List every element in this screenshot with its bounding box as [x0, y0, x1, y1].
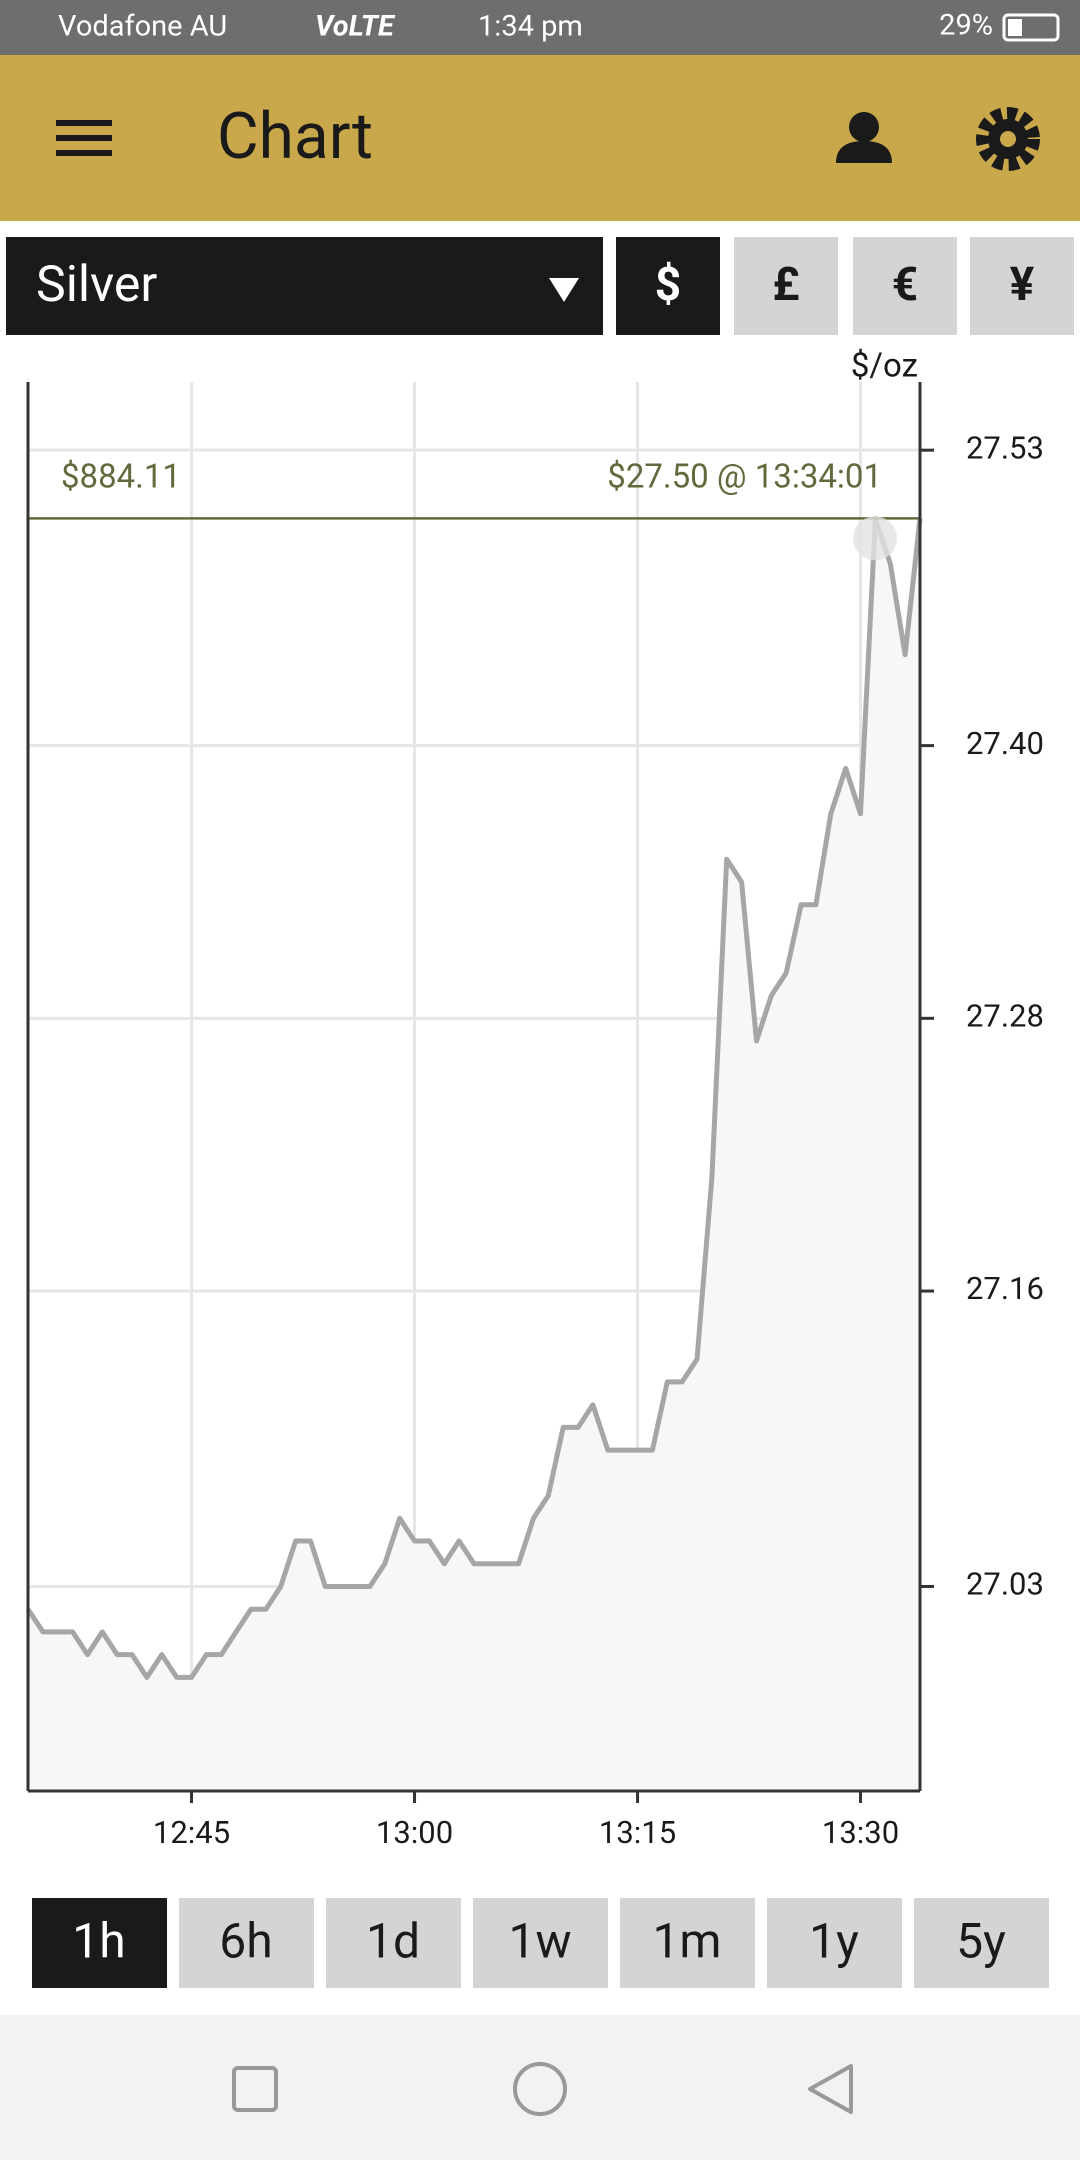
y-tick-label: 27.28 — [966, 998, 1044, 1035]
recent-apps-button[interactable] — [232, 2066, 278, 2112]
menu-button[interactable] — [56, 120, 112, 156]
nav-bar — [0, 2015, 1080, 2160]
settings-button[interactable] — [976, 107, 1040, 171]
range-label: 1w — [508, 1913, 571, 1970]
range-label: 1h — [72, 1913, 125, 1970]
home-button[interactable] — [513, 2062, 567, 2116]
x-tick-label: 13:15 — [599, 1814, 676, 1851]
clock: 1:34 pm — [478, 10, 583, 44]
currency-button[interactable] — [616, 237, 720, 335]
carrier: Vodafone AU — [58, 10, 227, 44]
y-tick-label: 27.53 — [966, 429, 1044, 466]
account-button[interactable] — [836, 112, 892, 163]
annotation: $27.50 @ 13:34:01 — [607, 458, 882, 497]
x-tick-label: 13:00 — [376, 1814, 453, 1851]
battery-icon — [1002, 13, 1060, 42]
annotation: $884.11 — [61, 458, 181, 497]
range-label: 1d — [366, 1913, 420, 1970]
x-tick-label: 12:45 — [153, 1814, 230, 1851]
metal-select-label: Silver — [36, 256, 157, 314]
dropdown-arrow — [549, 278, 579, 302]
range-button[interactable] — [914, 1898, 1049, 1988]
currency-button[interactable] — [853, 237, 957, 335]
currency-button[interactable] — [734, 237, 838, 335]
status-bar — [0, 0, 1080, 55]
currency-label: ¥ — [1010, 258, 1035, 312]
range-button[interactable] — [767, 1898, 902, 1988]
unit-label: $/oz — [851, 347, 918, 386]
range-label: 5y — [956, 1913, 1006, 1970]
y-tick-label: 27.16 — [966, 1270, 1044, 1307]
y-tick-label: 27.03 — [966, 1566, 1044, 1603]
back-button[interactable] — [808, 2064, 853, 2114]
app-title: Chart — [217, 99, 373, 174]
currency-button[interactable] — [970, 237, 1074, 335]
range-button[interactable] — [326, 1898, 461, 1988]
network: VoLTE — [315, 10, 396, 44]
app-bar — [0, 55, 1080, 221]
price-line — [25, 515, 923, 1680]
currency-label: € — [892, 258, 918, 312]
metal-select[interactable] — [6, 237, 603, 335]
range-button[interactable] — [473, 1898, 608, 1988]
range-label: 1y — [809, 1913, 859, 1970]
area — [28, 518, 920, 1791]
range-button[interactable] — [179, 1898, 314, 1988]
x-tick-label: 13:30 — [822, 1814, 899, 1851]
chart: $/oz 27.03 27.16 27.28 27.40 27.53 12:45 13:00 1… — [25, 347, 1044, 1851]
currency-label: £ — [772, 258, 799, 312]
currency-label: $ — [655, 258, 681, 312]
range-label: 1m — [652, 1913, 721, 1970]
range-button[interactable] — [32, 1898, 167, 1988]
battery-level: 29% — [939, 9, 993, 43]
battery-fill — [1008, 19, 1022, 36]
range-button[interactable] — [620, 1898, 755, 1988]
range-label: 6h — [219, 1913, 272, 1970]
current-price-marker — [853, 516, 897, 561]
y-tick-label: 27.40 — [966, 725, 1044, 762]
